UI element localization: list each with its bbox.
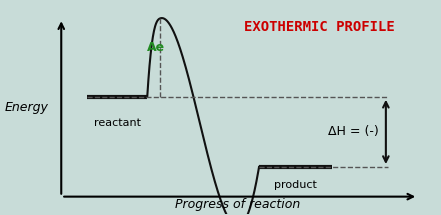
Text: ΔH = (-): ΔH = (-) [328, 125, 379, 138]
Text: reactant: reactant [93, 118, 141, 128]
Text: Energy: Energy [5, 101, 49, 114]
Text: Progress of reaction: Progress of reaction [175, 198, 300, 212]
Text: product: product [274, 180, 317, 190]
Text: Ae: Ae [147, 40, 165, 54]
Text: EXOTHERMIC PROFILE: EXOTHERMIC PROFILE [244, 20, 395, 34]
